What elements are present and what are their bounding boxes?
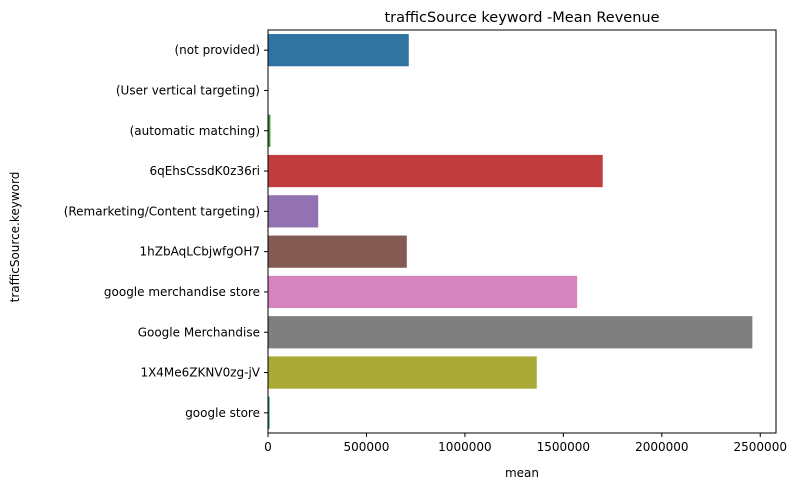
y-tick-label: (automatic matching) [130, 124, 260, 138]
y-axis-label: trafficSource.keyword [8, 172, 22, 303]
bar [268, 275, 578, 309]
bar [268, 114, 271, 147]
x-tick-label: 0 [264, 440, 272, 454]
y-tick-label: (User vertical targeting) [116, 83, 260, 97]
bars-group [268, 34, 753, 429]
bar [268, 34, 409, 67]
bar [268, 356, 537, 389]
x-tick-label: 1500000 [537, 440, 590, 454]
bar [268, 316, 753, 349]
y-tick-label: (Remarketing/Content targeting) [64, 204, 260, 218]
y-tick-label: google store [185, 406, 260, 420]
y-tick-label: 1hZbAqLCbjwfgOH7 [140, 245, 260, 259]
plot-frame [267, 29, 777, 434]
x-axis-ticks: 0 500000 1000000 1500000 2000000 2500000 [264, 433, 787, 454]
y-tick-label: (not provided) [174, 43, 260, 57]
x-tick-label: 2500000 [734, 440, 787, 454]
bar [268, 396, 270, 429]
chart-title: trafficSource keyword -Mean Revenue [384, 10, 659, 26]
y-tick-label: Google Merchandise [138, 325, 260, 339]
y-tick-label: 6qEhsCssdK0z36ri [149, 164, 260, 178]
bar [268, 195, 319, 228]
bar [268, 235, 407, 268]
y-tick-label: google merchandise store [104, 285, 260, 299]
y-axis-ticks: (not provided) (User vertical targeting) (… [64, 43, 268, 420]
x-tick-label: 1000000 [438, 440, 491, 454]
y-tick-label: 1X4Me6ZKNV0zg-jV [140, 366, 260, 380]
x-axis-label: mean [505, 466, 539, 480]
bar [268, 154, 603, 188]
x-tick-label: 500000 [344, 440, 390, 454]
x-tick-label: 2000000 [635, 440, 688, 454]
